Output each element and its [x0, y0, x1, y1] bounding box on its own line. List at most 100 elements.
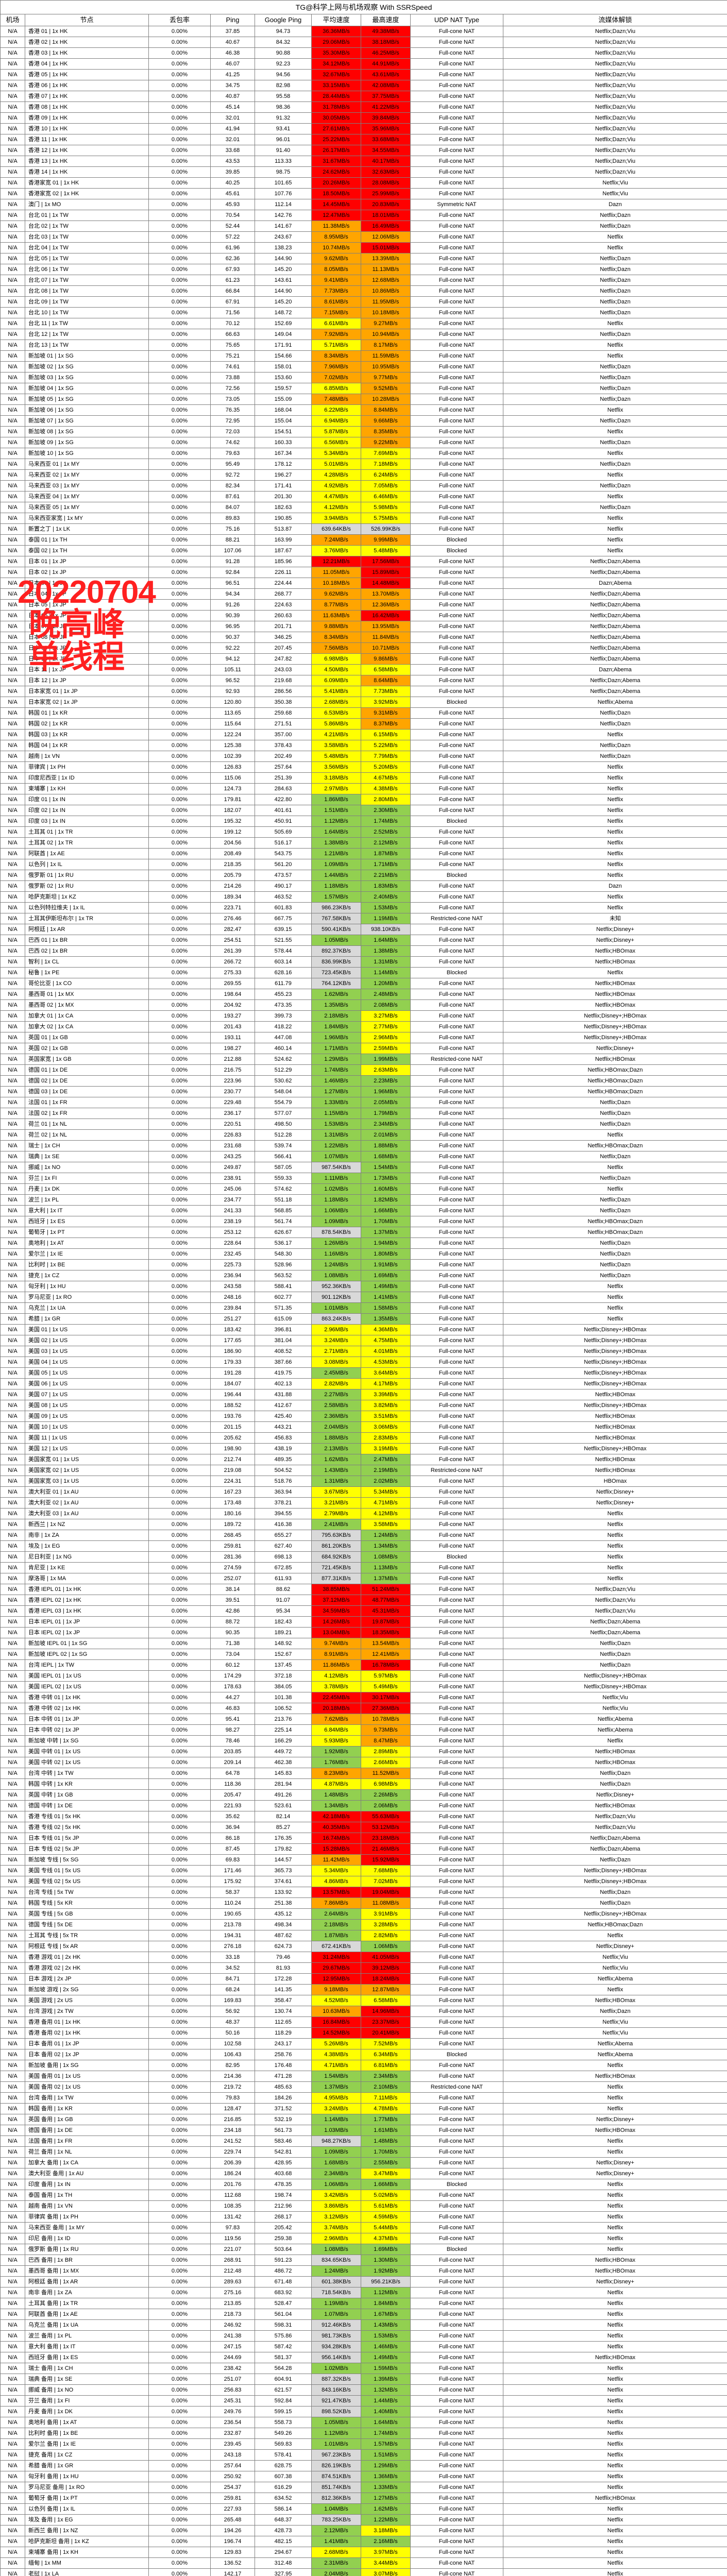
column-header-udp-nat[interactable]: UDP NAT Type: [410, 14, 503, 26]
table-row[interactable]: N/A 泰国 01 | 1x TH 0.00% 88.21 163.99 7.24MB/s…: [0, 534, 727, 546]
table-row[interactable]: N/A 俄罗斯 01 | 1x RU 0.00% 205.79 473.57 1.44MB…: [0, 870, 727, 881]
table-row[interactable]: N/A 瑞士 | 1x CH 0.00% 231.68 539.74 1.22MB/s 1.…: [0, 1140, 727, 1151]
table-row[interactable]: N/A 瑞典 | 1x SE 0.00% 243.25 566.41 1.07MB/s 1.…: [0, 1151, 727, 1162]
table-row[interactable]: N/A 美国 04 | 1x US 0.00% 179.33 387.66 3.08MB/…: [0, 1357, 727, 1368]
table-row[interactable]: N/A 日本 11 | 1x JP 0.00% 105.11 243.03 4.50MB/…: [0, 664, 727, 675]
table-row[interactable]: N/A 美国 06 | 1x US 0.00% 184.07 402.13 2.82MB/…: [0, 1378, 727, 1389]
table-row[interactable]: N/A 日本 04 | 1x JP 0.00% 94.34 268.77 9.62MB/s…: [0, 588, 727, 600]
table-row[interactable]: N/A 日本 备用 01 | 1x JP 0.00% 102.58 243.17 5.26…: [0, 2038, 727, 2049]
column-header-max-speed[interactable]: 最高速度: [361, 14, 411, 26]
column-header-avg-speed[interactable]: 平均速度: [311, 14, 361, 26]
table-row[interactable]: N/A 澳门 | 1x MO 0.00% 45.93 112.14 14.45MB/s 20…: [0, 199, 727, 210]
table-row[interactable]: N/A 香港 07 | 1x HK 0.00% 40.87 95.58 28.44MB/s…: [0, 91, 727, 102]
table-row[interactable]: N/A 美国 中转 02 | 1x US 0.00% 209.14 462.38 1.76…: [0, 1757, 727, 1768]
table-row[interactable]: N/A 新加坡 09 | 1x SG 0.00% 74.62 160.33 6.56MB/…: [0, 437, 727, 448]
table-row[interactable]: N/A 英国家宽 | 1x GB 0.00% 212.88 524.62 1.29MB/s…: [0, 1054, 727, 1065]
table-row[interactable]: N/A 法国 备用 | 1x FR 0.00% 241.52 583.46 948.27K…: [0, 2136, 727, 2147]
table-row[interactable]: N/A 菲律宾 | 1x PH 0.00% 126.83 257.64 3.56MB/s 5…: [0, 761, 727, 773]
table-row[interactable]: N/A 新加坡 03 | 1x SG 0.00% 73.88 153.60 7.02MB/…: [0, 372, 727, 383]
table-row[interactable]: N/A 日本 05 | 1x JP 0.00% 91.26 224.63 8.77MB/s…: [0, 599, 727, 611]
table-row[interactable]: N/A 日本 游戏 | 2x JP 0.00% 84.71 172.28 12.95MB/…: [0, 1973, 727, 1985]
table-row[interactable]: N/A 德国 01 | 1x DE 0.00% 216.75 512.29 1.74MB/…: [0, 1064, 727, 1076]
table-row[interactable]: N/A 香港 专线 01 | 5x HK 0.00% 35.62 82.14 42.18M…: [0, 1811, 727, 1822]
table-row[interactable]: N/A 台北 07 | 1x TW 0.00% 61.23 143.61 9.41MB/s…: [0, 275, 727, 286]
table-row[interactable]: N/A 印尼 备用 | 1x ID 0.00% 119.56 259.38 2.96MB/…: [0, 2233, 727, 2244]
table-row[interactable]: N/A 日本家宽 01 | 1x JP 0.00% 92.93 286.56 5.41MB…: [0, 686, 727, 697]
table-row[interactable]: N/A 澳大利亚 03 | 1x AU 0.00% 180.16 394.55 2.79M…: [0, 1508, 727, 1519]
table-row[interactable]: N/A 美国 12 | 1x US 0.00% 198.90 438.19 2.13MB/…: [0, 1443, 727, 1454]
table-row[interactable]: N/A 挪威 备用 | 1x NO 0.00% 256.83 621.57 843.16K…: [0, 2384, 727, 2396]
table-row[interactable]: N/A 英国 02 | 1x GB 0.00% 198.27 460.14 1.71MB/…: [0, 1043, 727, 1054]
table-row[interactable]: N/A 罗马尼亚 备用 | 1x RO 0.00% 254.37 616.29 851.7…: [0, 2482, 727, 2493]
table-row[interactable]: N/A 香港 02 | 1x HK 0.00% 40.67 84.32 29.06MB/s…: [0, 37, 727, 48]
table-row[interactable]: N/A 加拿大 01 | 1x CA 0.00% 193.27 399.73 2.18MB…: [0, 1010, 727, 1022]
table-row[interactable]: N/A 哈萨克斯坦 备用 | 1x KZ 0.00% 196.74 482.15 1.41…: [0, 2536, 727, 2547]
table-row[interactable]: N/A 摩洛哥 | 1x MA 0.00% 252.07 611.93 877.31KB/…: [0, 1573, 727, 1584]
table-row[interactable]: N/A 匈牙利 | 1x HU 0.00% 243.58 588.41 952.36KB/…: [0, 1281, 727, 1292]
table-row[interactable]: N/A 墨西哥 备用 | 1x MX 0.00% 212.48 486.72 1.24MB…: [0, 2265, 727, 2277]
table-row[interactable]: N/A 印度 备用 | 1x IN 0.00% 201.76 478.35 1.06MB/…: [0, 2179, 727, 2190]
table-row[interactable]: N/A 香港 03 | 1x HK 0.00% 46.38 90.88 35.30MB/s…: [0, 47, 727, 59]
table-row[interactable]: N/A 新加坡 04 | 1x SG 0.00% 72.56 159.57 6.85MB/…: [0, 383, 727, 394]
table-row[interactable]: N/A 德国 02 | 1x DE 0.00% 223.96 530.62 1.46MB/…: [0, 1075, 727, 1087]
table-row[interactable]: N/A 台湾 专线 | 5x TW 0.00% 58.37 133.92 13.57MB/…: [0, 1887, 727, 1898]
table-row[interactable]: N/A 日本 专线 01 | 5x JP 0.00% 86.18 176.35 16.74…: [0, 1833, 727, 1844]
table-row[interactable]: N/A 香港 12 | 1x HK 0.00% 33.68 91.40 26.17MB/s…: [0, 145, 727, 156]
table-row[interactable]: N/A 菲律宾 备用 | 1x PH 0.00% 131.42 268.17 3.12MB…: [0, 2211, 727, 2223]
table-row[interactable]: N/A 日本 02 | 1x JP 0.00% 92.84 226.11 11.05MB/…: [0, 567, 727, 578]
table-row[interactable]: N/A 新加坡 06 | 1x SG 0.00% 76.35 168.04 6.22MB/…: [0, 404, 727, 416]
table-row[interactable]: N/A 南非 | 1x ZA 0.00% 268.45 655.27 795.63KB/s…: [0, 1530, 727, 1541]
table-row[interactable]: N/A 香港 13 | 1x HK 0.00% 43.53 113.33 31.67MB/…: [0, 156, 727, 167]
table-row[interactable]: N/A 日本 09 | 1x JP 0.00% 92.22 207.45 7.56MB/s…: [0, 642, 727, 654]
table-row[interactable]: N/A 阿根廷 备用 | 1x AR 0.00% 289.63 671.48 601.38…: [0, 2276, 727, 2287]
table-row[interactable]: N/A 美国 10 | 1x US 0.00% 201.15 443.21 2.04MB/…: [0, 1421, 727, 1433]
table-row[interactable]: N/A 台北 01 | 1x TW 0.00% 70.54 142.76 12.47MB/…: [0, 210, 727, 221]
table-row[interactable]: N/A 台湾 备用 | 1x TW 0.00% 79.83 184.26 4.95MB/s…: [0, 2092, 727, 2104]
table-row[interactable]: N/A 韩国 中转 | 1x KR 0.00% 118.36 281.94 4.87MB/…: [0, 1778, 727, 1790]
table-row[interactable]: N/A 香港 09 | 1x HK 0.00% 32.01 91.32 30.05MB/s…: [0, 112, 727, 124]
table-row[interactable]: N/A 美国家宽 03 | 1x US 0.00% 224.31 518.76 1.31M…: [0, 1476, 727, 1487]
table-row[interactable]: N/A 美国 中转 01 | 1x US 0.00% 203.85 449.72 1.92…: [0, 1746, 727, 1757]
table-row[interactable]: N/A 德国 备用 | 1x DE 0.00% 234.18 561.73 1.03MB/…: [0, 2125, 727, 2136]
table-row[interactable]: N/A 瑞士 备用 | 1x CH 0.00% 238.42 564.28 1.02MB/…: [0, 2363, 727, 2374]
table-row[interactable]: N/A 荷兰 02 | 1x NL 0.00% 226.83 512.28 1.31MB/…: [0, 1129, 727, 1141]
table-row[interactable]: N/A 泰国 02 | 1x TH 0.00% 107.06 187.67 3.76MB/…: [0, 545, 727, 556]
table-row[interactable]: N/A 美国 09 | 1x US 0.00% 193.76 425.40 2.36MB/…: [0, 1411, 727, 1422]
table-row[interactable]: N/A 香港 10 | 1x HK 0.00% 41.94 93.41 27.61MB/s…: [0, 123, 727, 134]
table-row[interactable]: N/A 埃及 | 1x EG 0.00% 259.81 627.40 861.20KB/s…: [0, 1540, 727, 1552]
table-row[interactable]: N/A 香港 05 | 1x HK 0.00% 41.25 94.56 32.67MB/s…: [0, 69, 727, 80]
table-row[interactable]: N/A 日本 08 | 1x JP 0.00% 90.37 346.25 8.34MB/s…: [0, 632, 727, 643]
table-row[interactable]: N/A 美国 07 | 1x US 0.00% 196.44 431.88 2.27MB/…: [0, 1389, 727, 1400]
table-row[interactable]: N/A 香港 专线 02 | 5x HK 0.00% 36.94 85.27 40.35M…: [0, 1822, 727, 1833]
table-row[interactable]: N/A 美国 备用 02 | 1x US 0.00% 219.72 485.63 1.37…: [0, 2081, 727, 2093]
table-row[interactable]: N/A 台北 05 | 1x TW 0.00% 62.36 144.90 9.62MB/s…: [0, 253, 727, 264]
table-row[interactable]: N/A 爱尔兰 备用 | 1x IE 0.00% 239.45 569.83 1.01MB…: [0, 2438, 727, 2450]
table-row[interactable]: N/A 日本 01 | 1x JP 0.00% 91.28 185.96 12.21MB/…: [0, 556, 727, 567]
table-row[interactable]: N/A 巴西 备用 | 1x BR 0.00% 268.91 591.23 834.65K…: [0, 2255, 727, 2266]
table-row[interactable]: N/A 意大利 | 1x IT 0.00% 241.33 568.85 1.06MB/s 1…: [0, 1205, 727, 1216]
table-row[interactable]: N/A 新加坡 08 | 1x SG 0.00% 72.03 154.51 5.87MB/…: [0, 426, 727, 437]
table-row[interactable]: N/A 新加坡 中转 | 1x SG 0.00% 78.46 166.29 5.93MB/…: [0, 1735, 727, 1747]
table-row[interactable]: N/A 尼日利亚 | 1x NG 0.00% 281.36 698.13 684.92KB…: [0, 1551, 727, 1563]
column-header-google-ping[interactable]: Google Ping: [255, 14, 312, 26]
table-row[interactable]: N/A 韩国 04 | 1x KR 0.00% 125.38 378.43 3.58MB/…: [0, 740, 727, 751]
column-header-node[interactable]: 节点: [25, 14, 149, 26]
table-row[interactable]: N/A 罗马尼亚 | 1x RO 0.00% 248.16 602.77 901.12KB…: [0, 1292, 727, 1303]
table-row[interactable]: N/A 香港 备用 02 | 1x HK 0.00% 50.16 118.29 14.52…: [0, 2027, 727, 2039]
table-row[interactable]: N/A 巴西 01 | 1x BR 0.00% 254.51 521.55 1.05MB/…: [0, 935, 727, 946]
table-row[interactable]: N/A 日本 中转 02 | 1x JP 0.00% 98.27 225.14 6.84M…: [0, 1724, 727, 1736]
table-row[interactable]: N/A 香港 备用 01 | 1x HK 0.00% 48.37 112.65 16.84…: [0, 2016, 727, 2028]
table-row[interactable]: N/A 瑞典 备用 | 1x SE 0.00% 251.07 604.91 887.32K…: [0, 2374, 727, 2385]
table-row[interactable]: N/A 德国 03 | 1x DE 0.00% 230.77 548.04 1.27MB/…: [0, 1086, 727, 1097]
table-row[interactable]: N/A 希腊 | 1x GR 0.00% 251.27 615.09 863.24KB/s…: [0, 1313, 727, 1325]
table-row[interactable]: N/A 香港 游戏 02 | 2x HK 0.00% 34.52 81.93 29.67M…: [0, 1962, 727, 1974]
table-row[interactable]: N/A 乌克兰 | 1x UA 0.00% 239.84 571.35 1.01MB/s 1…: [0, 1302, 727, 1314]
table-row[interactable]: N/A 台湾 游戏 | 2x TW 0.00% 56.92 130.74 10.63MB/…: [0, 2006, 727, 2017]
table-row[interactable]: N/A 韩国 01 | 1x KR 0.00% 113.65 259.68 6.53MB/…: [0, 707, 727, 719]
table-row[interactable]: N/A 台湾 IEPL | 1x TW 0.00% 60.12 137.45 11.86M…: [0, 1659, 727, 1671]
table-row[interactable]: N/A 香港家宽 02 | 1x HK 0.00% 45.61 107.76 18.50M…: [0, 188, 727, 199]
table-row[interactable]: N/A 台北 04 | 1x TW 0.00% 61.96 138.23 10.74MB/…: [0, 242, 727, 253]
table-row[interactable]: N/A 奥地利 | 1x AT 0.00% 228.64 536.17 1.26MB/s 1…: [0, 1238, 727, 1249]
table-row[interactable]: N/A 西班牙 | 1x ES 0.00% 238.19 561.74 1.09MB/s 1…: [0, 1216, 727, 1227]
table-row[interactable]: N/A 马来西亚 03 | 1x MY 0.00% 82.34 171.41 4.92MB…: [0, 480, 727, 492]
